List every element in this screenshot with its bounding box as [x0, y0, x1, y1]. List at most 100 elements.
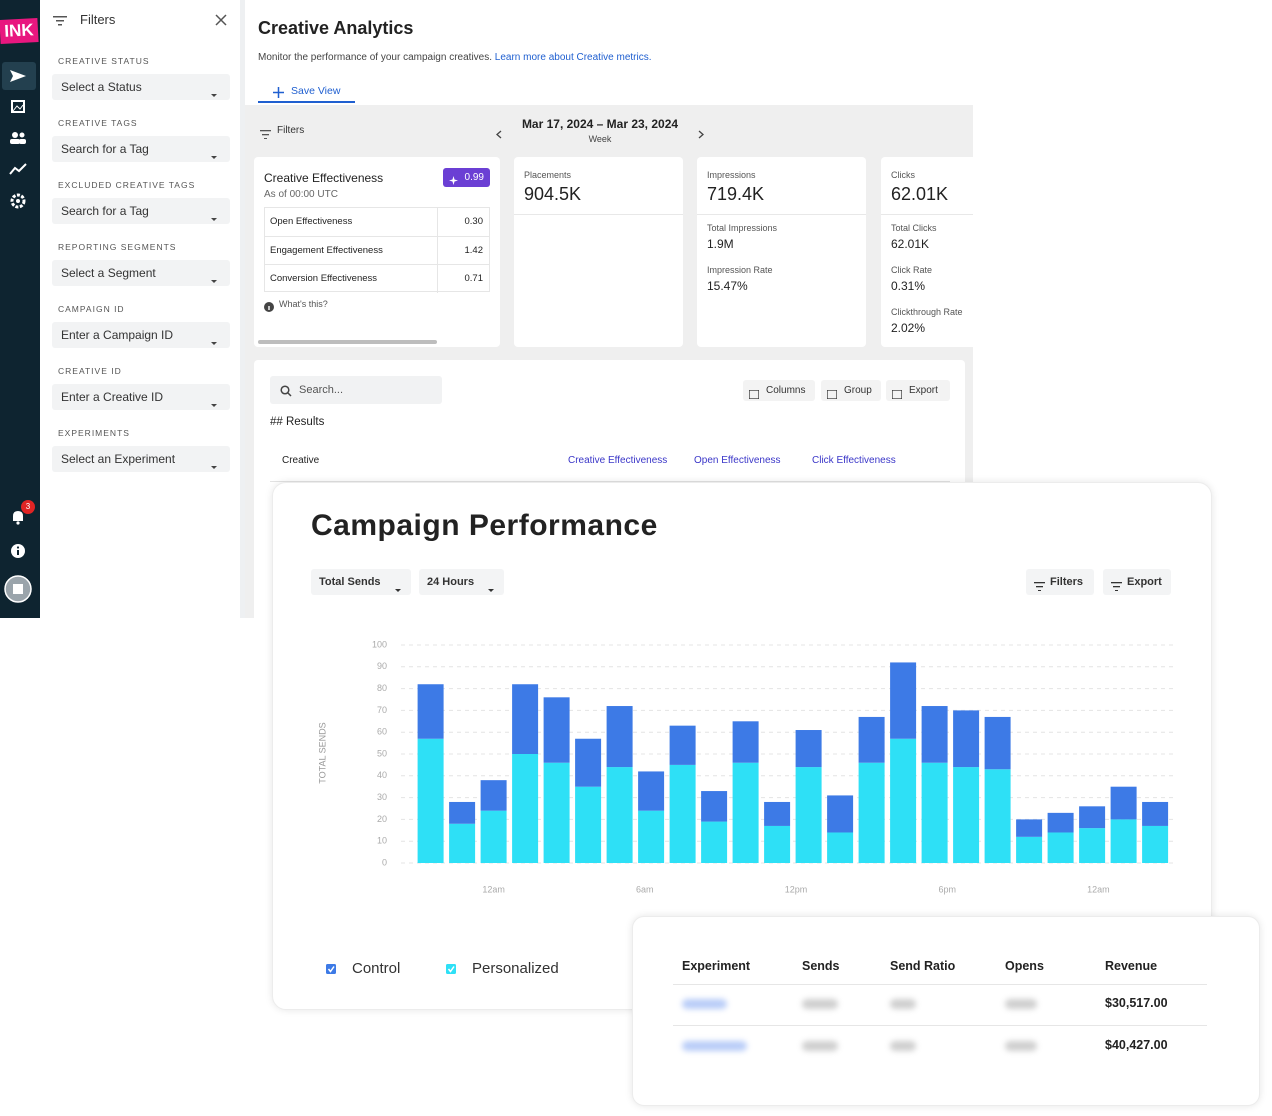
button-icon-svg: [1111, 582, 1122, 592]
bar-segment: [449, 823, 476, 863]
row-value: 1.42: [464, 245, 484, 256]
row-divider: [437, 237, 438, 265]
bar-segment: [764, 825, 791, 863]
filter-dropdown[interactable]: Enter a Creative ID: [52, 384, 230, 410]
bar-segment: [543, 762, 570, 863]
filter-label: REPORTING SEGMENTS: [58, 242, 177, 252]
detail-value: 0.31%: [891, 279, 926, 293]
bar-segment: [480, 780, 507, 811]
handle: [287, 392, 292, 397]
person-body: [10, 139, 20, 144]
filter-placeholder: Enter a Campaign ID: [61, 328, 174, 342]
bar-segment: [606, 767, 633, 863]
scrollbar: [258, 340, 437, 344]
filter-dropdown[interactable]: Search for a Tag: [52, 136, 230, 162]
bar-segment: [1110, 819, 1137, 863]
caret: [395, 589, 401, 592]
toolbar-button[interactable]: Group: [821, 380, 881, 401]
glyph: [748, 389, 760, 400]
campaign-button[interactable]: Filters: [1026, 569, 1094, 595]
filter-placeholder: Select a Segment: [61, 266, 156, 280]
button-icon-svg: [826, 389, 838, 400]
row-divider: [437, 208, 438, 236]
bar-segment: [984, 769, 1011, 863]
help-link[interactable]: What's this?: [279, 299, 328, 309]
blurred-cell: [802, 999, 838, 1009]
legend-check: [447, 966, 455, 973]
toolbar-filters[interactable]: Filters: [277, 125, 305, 136]
bar-segment: [638, 771, 665, 811]
learn-more-link[interactable]: Learn more about Creative metrics.: [494, 52, 652, 63]
nav-info-icon: [10, 543, 26, 559]
save-view-tab[interactable]: Save View: [291, 85, 341, 97]
bar-segment: [449, 801, 476, 824]
button-label: Group: [844, 385, 872, 396]
column-header: Creative: [282, 455, 320, 466]
nav-analytics-icon-svg: [9, 163, 27, 175]
y-axis-label: TOTAL SENDS: [317, 722, 327, 783]
filter-dropdown[interactable]: Select an Experiment: [52, 446, 230, 472]
sparkle-icon: [449, 173, 458, 185]
prev-week[interactable]: [496, 126, 502, 139]
caret: [211, 404, 217, 407]
row-value: 0.30: [464, 216, 484, 227]
bar-segment: [732, 721, 759, 763]
metric-selector[interactable]: 24 Hours: [419, 569, 504, 595]
bar-segment: [575, 786, 602, 863]
bar-segment: [921, 762, 948, 863]
detail-label: Click Rate: [891, 265, 933, 275]
help-stem: [268, 306, 270, 310]
bar-segment: [858, 716, 885, 763]
revenue-value: $40,427.00: [1105, 1038, 1168, 1052]
close-button[interactable]: [215, 13, 227, 26]
dropdown-caret: [210, 147, 218, 159]
toolbar-filter-icon: [260, 126, 271, 140]
blurred-cell: [1005, 1041, 1037, 1051]
nav-avatar: [4, 575, 32, 603]
caret: [211, 342, 217, 345]
metric-divider: [697, 214, 866, 215]
nav-audience-icon: [9, 131, 27, 145]
column-header[interactable]: Open Effectiveness: [694, 455, 781, 466]
dropdown-caret-svg: [211, 94, 217, 97]
button-icon-svg: [1034, 582, 1045, 592]
metric-value: 719.4K: [707, 184, 765, 204]
x-tick-label: 6pm: [938, 884, 956, 894]
metric-divider: [514, 214, 683, 215]
filter-dropdown[interactable]: Enter a Campaign ID: [52, 322, 230, 348]
y-tick-label: 40: [377, 770, 387, 780]
plus: [273, 87, 284, 98]
nav-analytics-icon: [9, 162, 27, 176]
nav-settings-icon-svg: [10, 193, 26, 209]
campaign-button[interactable]: Export: [1103, 569, 1171, 595]
revenue-value: $30,517.00: [1105, 996, 1168, 1010]
dropdown-caret: [487, 580, 495, 592]
bar: [264, 138, 267, 140]
image-shape: [11, 100, 25, 113]
bar: [260, 130, 271, 132]
selector-label: 24 Hours: [427, 576, 475, 588]
chevron: [496, 130, 502, 139]
column-header[interactable]: Click Effectiveness: [812, 455, 896, 466]
toolbar-button[interactable]: Columns: [743, 380, 815, 401]
metric-selector[interactable]: Total Sends: [311, 569, 411, 595]
toolbar-button[interactable]: Export: [886, 380, 950, 401]
next-week[interactable]: [698, 126, 704, 139]
search-box[interactable]: Search...: [270, 376, 442, 404]
nav-info-icon-svg: [11, 544, 25, 558]
chart: 0 10 20 30 40 50 60 70 80 90 100 12am 6am 12pm 6pm 12am…: [317, 639, 1174, 977]
column-header[interactable]: Creative Effectiveness: [568, 455, 668, 466]
nav-avatar-svg: [4, 575, 32, 603]
person-body: [19, 139, 26, 144]
filter-dropdown[interactable]: Search for a Tag: [52, 198, 230, 224]
info-dot: [16, 546, 20, 549]
bar-segment: [890, 738, 917, 863]
button-icon: [891, 386, 903, 400]
bar-segment: [543, 697, 570, 763]
filter-label: EXPERIMENTS: [58, 428, 130, 438]
filter-dropdown[interactable]: Select a Status: [52, 74, 230, 100]
blurred-cell: [890, 1041, 916, 1051]
metric-label: Clicks: [891, 170, 915, 180]
filter-dropdown[interactable]: Select a Segment: [52, 260, 230, 286]
help-icon: [264, 299, 274, 312]
